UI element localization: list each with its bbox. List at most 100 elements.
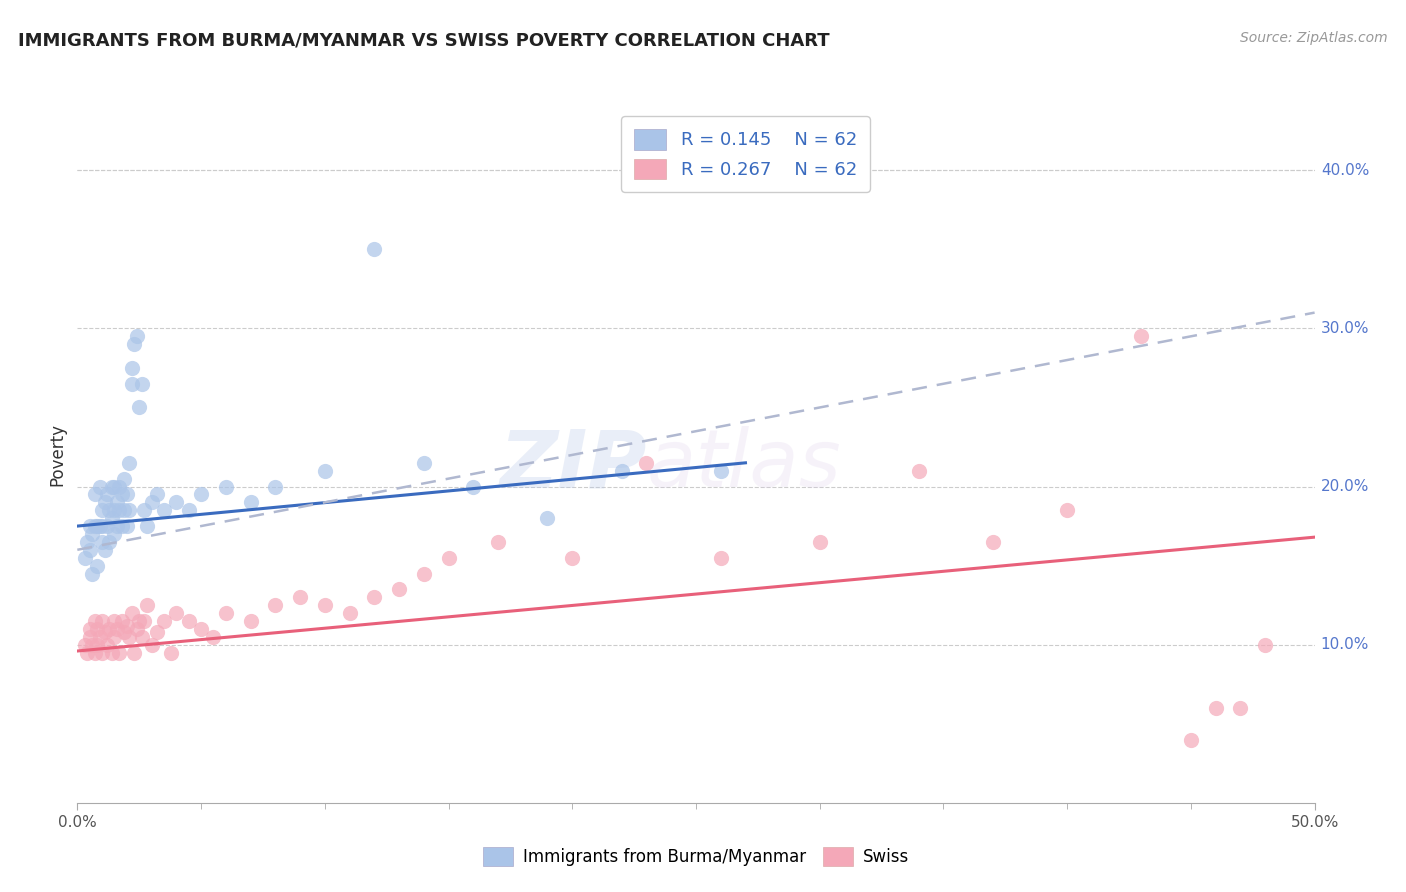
Point bbox=[73, 550, 96, 565]
Point bbox=[76, 646, 98, 660]
Point bbox=[165, 495, 187, 509]
Point bbox=[177, 503, 200, 517]
Point bbox=[105, 519, 128, 533]
Point bbox=[121, 376, 143, 391]
Point bbox=[82, 638, 104, 652]
Point bbox=[98, 534, 121, 549]
Point bbox=[79, 622, 101, 636]
Point bbox=[86, 622, 108, 636]
Point bbox=[561, 550, 583, 565]
Point bbox=[91, 614, 114, 628]
Point bbox=[808, 534, 831, 549]
Point bbox=[160, 646, 183, 660]
Point bbox=[101, 479, 124, 493]
Text: Source: ZipAtlas.com: Source: ZipAtlas.com bbox=[1240, 31, 1388, 45]
Point bbox=[145, 625, 167, 640]
Point bbox=[108, 479, 131, 493]
Point bbox=[536, 511, 558, 525]
Point bbox=[103, 630, 125, 644]
Point bbox=[86, 519, 108, 533]
Point bbox=[486, 534, 509, 549]
Text: IMMIGRANTS FROM BURMA/MYANMAR VS SWISS POVERTY CORRELATION CHART: IMMIGRANTS FROM BURMA/MYANMAR VS SWISS P… bbox=[18, 31, 830, 49]
Point bbox=[83, 487, 105, 501]
Legend: Immigrants from Burma/Myanmar, Swiss: Immigrants from Burma/Myanmar, Swiss bbox=[475, 838, 917, 874]
Point bbox=[131, 376, 153, 391]
Point bbox=[91, 646, 114, 660]
Point bbox=[177, 614, 200, 628]
Point bbox=[111, 519, 134, 533]
Point bbox=[264, 598, 287, 612]
Point bbox=[89, 519, 111, 533]
Point bbox=[1056, 503, 1078, 517]
Text: 40.0%: 40.0% bbox=[1320, 163, 1369, 178]
Point bbox=[190, 487, 212, 501]
Point bbox=[264, 479, 287, 493]
Point bbox=[101, 511, 124, 525]
Point bbox=[388, 582, 411, 597]
Point bbox=[1130, 329, 1153, 343]
Point bbox=[118, 456, 141, 470]
Point bbox=[153, 503, 176, 517]
Point bbox=[125, 622, 148, 636]
Point bbox=[165, 606, 187, 620]
Point bbox=[145, 487, 167, 501]
Point bbox=[190, 622, 212, 636]
Point bbox=[98, 622, 121, 636]
Text: ZIP: ZIP bbox=[499, 426, 647, 504]
Point bbox=[83, 646, 105, 660]
Point bbox=[91, 534, 114, 549]
Point bbox=[363, 243, 385, 257]
Point bbox=[128, 401, 150, 415]
Point bbox=[202, 630, 225, 644]
Point bbox=[89, 479, 111, 493]
Point bbox=[118, 630, 141, 644]
Point bbox=[82, 527, 104, 541]
Text: 30.0%: 30.0% bbox=[1320, 321, 1369, 336]
Point bbox=[122, 337, 145, 351]
Text: 20.0%: 20.0% bbox=[1320, 479, 1369, 494]
Point bbox=[105, 622, 128, 636]
Point bbox=[83, 519, 105, 533]
Point bbox=[79, 542, 101, 557]
Point bbox=[610, 464, 633, 478]
Point bbox=[103, 503, 125, 517]
Point bbox=[412, 566, 434, 581]
Point bbox=[239, 495, 262, 509]
Point bbox=[412, 456, 434, 470]
Point bbox=[76, 534, 98, 549]
Point bbox=[134, 614, 156, 628]
Point bbox=[103, 614, 125, 628]
Point bbox=[83, 614, 105, 628]
Point bbox=[82, 566, 104, 581]
Point bbox=[108, 646, 131, 660]
Point bbox=[96, 519, 118, 533]
Point bbox=[103, 479, 125, 493]
Point bbox=[215, 606, 238, 620]
Point bbox=[153, 614, 176, 628]
Point bbox=[288, 591, 311, 605]
Point bbox=[73, 638, 96, 652]
Point bbox=[1205, 701, 1227, 715]
Point bbox=[93, 542, 115, 557]
Point bbox=[112, 503, 135, 517]
Point bbox=[96, 487, 118, 501]
Point bbox=[134, 503, 156, 517]
Point bbox=[1229, 701, 1251, 715]
Point bbox=[101, 646, 124, 660]
Point bbox=[981, 534, 1004, 549]
Point bbox=[122, 646, 145, 660]
Point bbox=[96, 638, 118, 652]
Point bbox=[93, 625, 115, 640]
Point bbox=[128, 614, 150, 628]
Point bbox=[463, 479, 485, 493]
Point bbox=[215, 479, 238, 493]
Point bbox=[79, 519, 101, 533]
Point bbox=[118, 503, 141, 517]
Point bbox=[79, 630, 101, 644]
Point bbox=[86, 638, 108, 652]
Point bbox=[907, 464, 929, 478]
Point bbox=[314, 464, 336, 478]
Point bbox=[121, 606, 143, 620]
Point bbox=[115, 519, 138, 533]
Point bbox=[363, 591, 385, 605]
